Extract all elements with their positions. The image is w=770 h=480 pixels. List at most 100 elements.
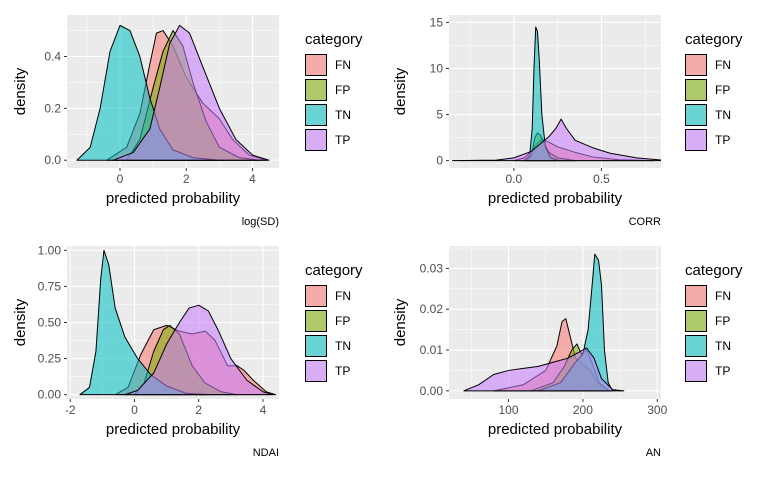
y-axis-title: density <box>392 298 409 346</box>
y-tick-label: 0.00 <box>38 388 62 402</box>
legend-item-tp: TP <box>685 129 730 151</box>
legend-key-fn <box>685 285 707 307</box>
density-areas <box>76 24 270 161</box>
legend-label: FN <box>335 289 351 303</box>
legend-item-tn: TN <box>305 335 351 357</box>
x-tick-label: 4 <box>249 172 256 186</box>
legend-label: TP <box>715 133 730 147</box>
legend-key-tn <box>305 104 327 126</box>
legend-key-fp <box>305 310 327 332</box>
legend-key-tp <box>685 360 707 382</box>
y-tick-label: 0 <box>436 154 443 168</box>
legend-item-fn: FN <box>685 285 731 307</box>
legend-label: TN <box>335 108 351 122</box>
density-areas <box>452 26 661 162</box>
density-area-tp <box>112 24 270 161</box>
density-area-tp <box>452 118 661 162</box>
legend-label: FP <box>335 314 350 328</box>
legend-title: category <box>305 31 363 48</box>
legend-label: TN <box>715 108 731 122</box>
panel-caption: AN <box>646 447 661 459</box>
chart-panel-ndai: 0.00 0.25 0.50 0.75 1.00 -2 0 2 4 predicted proba… <box>12 243 363 459</box>
y-axis-title: density <box>12 298 29 346</box>
x-tick-label: 300 <box>647 403 667 417</box>
legend-label: TP <box>335 133 350 147</box>
legend-item-tn: TN <box>685 104 731 126</box>
legend: category FN FP TN TP <box>305 31 363 151</box>
legend-key-fp <box>685 310 707 332</box>
legend-key-tp <box>685 129 707 151</box>
y-tick-label: 0.0 <box>44 153 61 167</box>
legend-item-fp: FP <box>305 79 350 101</box>
legend-label: FP <box>715 314 730 328</box>
chart-panel-an: 0.00 0.01 0.02 0.03 100 200 300 predicted proba… <box>392 246 743 459</box>
panel-caption: CORR <box>629 216 661 228</box>
legend-key-fp <box>305 79 327 101</box>
y-tick-label: 0.2 <box>44 101 61 115</box>
density-areas <box>79 249 277 396</box>
legend-item-fn: FN <box>305 285 351 307</box>
x-axis-title: predicted probability <box>106 190 241 207</box>
x-axis-title: predicted probability <box>488 190 623 207</box>
y-tick-label: 5 <box>436 108 443 122</box>
y-tick-label: 0.25 <box>38 352 62 366</box>
legend: category FN FP TN TP <box>685 31 743 151</box>
y-axis-title: density <box>12 67 29 115</box>
x-tick-label: 2 <box>183 172 190 186</box>
x-axis-title: predicted probability <box>488 421 623 438</box>
x-tick-label: 0 <box>117 172 124 186</box>
legend-label: FP <box>715 83 730 97</box>
panel-caption: NDAI <box>253 447 279 459</box>
y-axis-title: density <box>392 67 409 115</box>
legend-item-fp: FP <box>305 310 350 332</box>
y-tick-label: 0.01 <box>420 343 444 357</box>
legend-label: TP <box>715 364 730 378</box>
y-tick-label: 0.50 <box>38 316 62 330</box>
x-tick-label: 100 <box>498 403 518 417</box>
y-tick-label: 1.00 <box>38 243 62 257</box>
y-tick-label: 15 <box>430 15 444 29</box>
y-tick-label: 0.03 <box>420 261 444 275</box>
legend-title: category <box>685 262 743 279</box>
y-tick-label: 0.75 <box>38 279 62 293</box>
legend-label: TN <box>715 339 731 353</box>
legend-item-tp: TP <box>685 360 730 382</box>
x-tick-label: -2 <box>65 403 76 417</box>
x-tick-label: 200 <box>573 403 593 417</box>
legend-key-fn <box>305 285 327 307</box>
legend-title: category <box>685 31 743 48</box>
x-tick-label: 0.0 <box>505 172 522 186</box>
x-axis-title: predicted probability <box>106 421 241 438</box>
legend-key-tp <box>305 129 327 151</box>
legend-key-tn <box>685 335 707 357</box>
x-tick-label: 2 <box>195 403 202 417</box>
legend-label: FN <box>335 58 351 72</box>
chart-panel-corr: 0 5 10 15 0.0 0.5 predicted probability density… <box>392 15 743 228</box>
legend-key-tp <box>305 360 327 382</box>
legend-label: TN <box>335 339 351 353</box>
legend-key-fn <box>305 54 327 76</box>
legend-item-tp: TP <box>305 129 350 151</box>
y-tick-label: 0.00 <box>420 384 444 398</box>
legend-item-tn: TN <box>305 104 351 126</box>
legend-key-tn <box>685 104 707 126</box>
density-area-tp <box>463 347 625 392</box>
x-tick-label: 0 <box>131 403 138 417</box>
legend-label: FN <box>715 58 731 72</box>
panel-caption: log(SD) <box>242 216 279 228</box>
legend-item-fp: FP <box>685 310 730 332</box>
legend-key-tn <box>305 335 327 357</box>
density-areas <box>463 253 625 392</box>
legend: category FN FP TN TP <box>305 262 363 382</box>
density-area-tp <box>124 304 274 396</box>
y-tick-label: 0.4 <box>44 49 61 63</box>
legend-label: TP <box>335 364 350 378</box>
legend-item-tn: TN <box>685 335 731 357</box>
legend-item-fp: FP <box>685 79 730 101</box>
legend-label: FN <box>715 289 731 303</box>
legend-key-fn <box>685 54 707 76</box>
legend: category FN FP TN TP <box>685 262 743 382</box>
legend-label: FP <box>335 83 350 97</box>
